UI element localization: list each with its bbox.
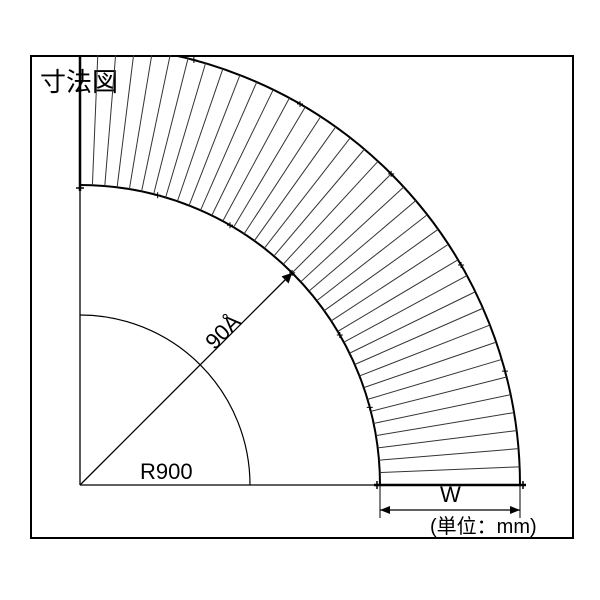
dimension-diagram-svg: R900 90Å W (30, 55, 570, 535)
radius-label: R900 (140, 459, 193, 484)
width-label: W (440, 482, 461, 507)
angle-label: 90Å (200, 309, 246, 355)
unit-label: (単位：mm) (430, 510, 537, 539)
